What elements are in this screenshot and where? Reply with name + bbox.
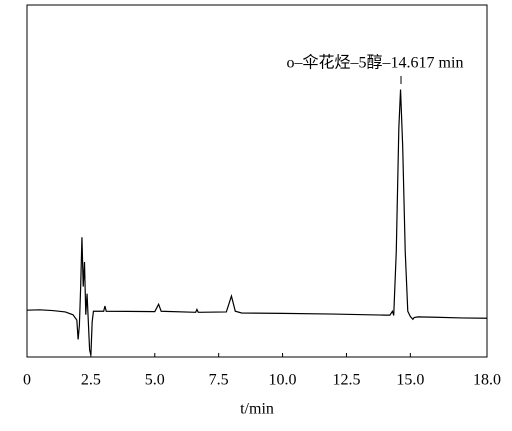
x-tick-label: 5.0 xyxy=(145,372,165,389)
x-axis-label: t/min xyxy=(240,401,274,418)
annotation: o–伞花烃–5醇–14.617 min xyxy=(287,54,464,72)
x-tick-label: 15.0 xyxy=(396,372,424,389)
x-tick-label: 18.0 xyxy=(473,372,501,389)
plot-frame xyxy=(26,4,488,358)
x-tick-label: 12.5 xyxy=(332,372,360,389)
x-tick-label: 7.5 xyxy=(209,372,229,389)
x-tick-label: 0 xyxy=(23,372,31,389)
x-tick-label: 2.5 xyxy=(81,372,101,389)
x-tick-label: 10.0 xyxy=(269,372,297,389)
chromatogram-line xyxy=(26,89,488,356)
